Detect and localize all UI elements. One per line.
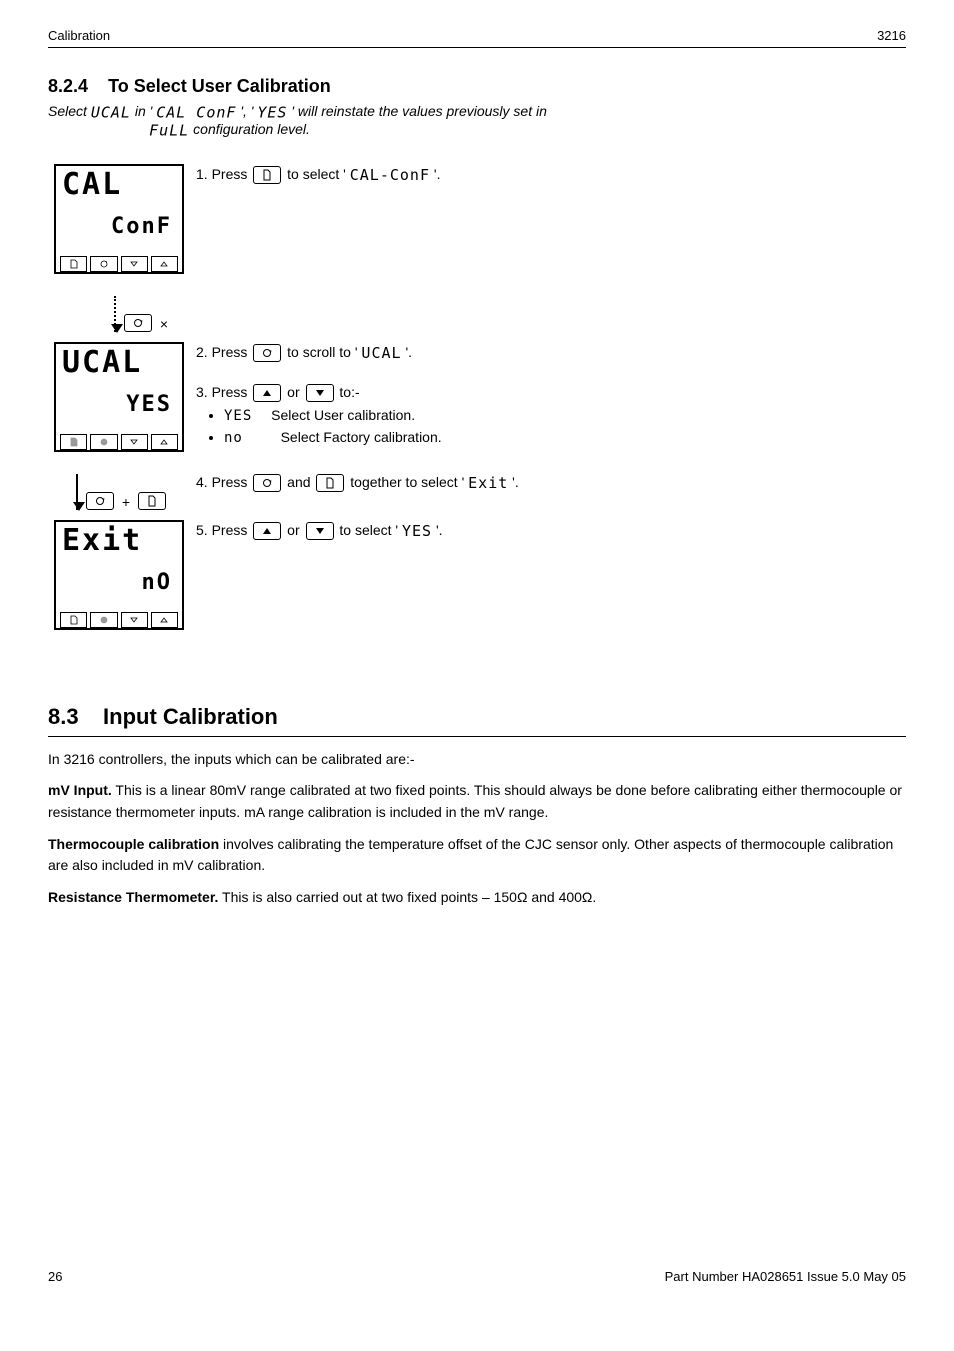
section2-intro: In 3216 controllers, the inputs which ca… bbox=[48, 749, 906, 771]
page-icon bbox=[60, 256, 87, 272]
steps-table: CAL ConF 1. Press to select ' CAL-ConF '… bbox=[48, 158, 906, 644]
page-key-icon bbox=[138, 492, 166, 510]
down-key-icon bbox=[306, 384, 334, 402]
section-heading: 8.2.4 To Select User Calibration bbox=[48, 76, 906, 97]
down-icon bbox=[121, 434, 148, 450]
display-ucal-yes: UCAL YES bbox=[54, 342, 184, 452]
bullet-rtd: Resistance Thermometer. This is also car… bbox=[48, 887, 906, 909]
section-subtitle: Select UCAL in ' CAL ConF ', ' YES ' wil… bbox=[48, 103, 906, 140]
up-icon bbox=[151, 434, 178, 450]
page-key-icon bbox=[253, 166, 281, 184]
down-icon bbox=[121, 256, 148, 272]
page-header: Calibration 3216 bbox=[48, 28, 906, 43]
flow-arrow-1: × bbox=[48, 292, 186, 332]
flow-arrow-2: + bbox=[48, 470, 186, 510]
down-key-icon bbox=[306, 522, 334, 540]
step-number: 1. bbox=[196, 166, 208, 182]
up-icon bbox=[151, 256, 178, 272]
up-icon bbox=[151, 612, 178, 628]
section2-heading: 8.3 Input Calibration bbox=[48, 704, 906, 730]
section2-rule bbox=[48, 736, 906, 737]
list-item: no Select Factory calibration. bbox=[224, 427, 900, 449]
step-number: 2. bbox=[196, 344, 208, 360]
display-cal-conf: CAL ConF bbox=[54, 164, 184, 274]
scroll-key-icon bbox=[253, 474, 281, 492]
bullet-mv: mV Input. This is a linear 80mV range ca… bbox=[48, 780, 906, 823]
up-key-icon bbox=[253, 522, 281, 540]
page-icon bbox=[60, 612, 87, 628]
display-exit-no: Exit nO bbox=[54, 520, 184, 630]
page-key-icon bbox=[316, 474, 344, 492]
header-right: 3216 bbox=[877, 28, 906, 43]
display-button-row bbox=[60, 256, 178, 272]
bullet-thermocouple: Thermocouple calibration involves calibr… bbox=[48, 834, 906, 877]
header-rule bbox=[48, 47, 906, 48]
step-number: 4. bbox=[196, 474, 208, 490]
part-number: Part Number HA028651 Issue 5.0 May 05 bbox=[665, 1269, 906, 1284]
up-key-icon bbox=[253, 384, 281, 402]
scroll-icon bbox=[90, 434, 117, 450]
scroll-key-icon bbox=[253, 344, 281, 362]
step-number: 5. bbox=[196, 522, 208, 538]
scroll-key-icon bbox=[124, 314, 152, 332]
scroll-key-icon bbox=[86, 492, 114, 510]
scroll-icon bbox=[90, 256, 117, 272]
list-item: YES Select User calibration. bbox=[224, 405, 900, 427]
page-number: 26 bbox=[48, 1269, 62, 1284]
page-icon bbox=[60, 434, 87, 450]
header-left: Calibration bbox=[48, 28, 110, 43]
down-icon bbox=[121, 612, 148, 628]
scroll-icon bbox=[90, 612, 117, 628]
step-number: 3. bbox=[196, 384, 208, 400]
page-footer: 26 Part Number HA028651 Issue 5.0 May 05 bbox=[48, 1269, 906, 1284]
